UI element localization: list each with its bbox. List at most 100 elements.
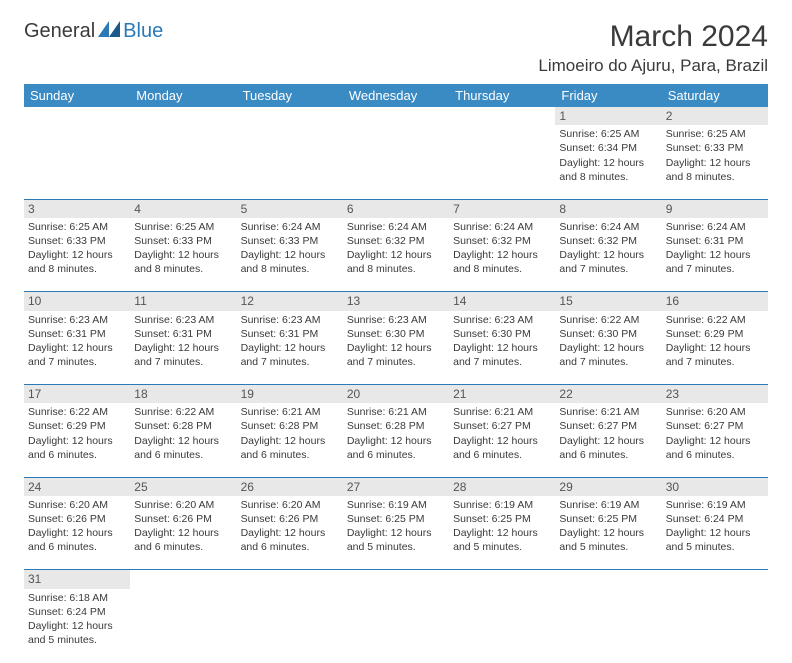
daylight-text: Daylight: 12 hours and 7 minutes. [559, 341, 657, 369]
day-cell: Sunrise: 6:19 AMSunset: 6:25 PMDaylight:… [555, 496, 661, 570]
header: GeneralBlue March 2024 [24, 20, 768, 54]
daynum-row: 3456789 [24, 199, 768, 218]
daynum-row: 24252627282930 [24, 477, 768, 496]
day-number: 2 [662, 107, 768, 125]
sunset-text: Sunset: 6:28 PM [347, 419, 445, 433]
day-cell [343, 125, 449, 199]
day-number: 18 [130, 385, 236, 404]
sunset-text: Sunset: 6:32 PM [453, 234, 551, 248]
day-cell [130, 125, 236, 199]
day-cell: Sunrise: 6:23 AMSunset: 6:30 PMDaylight:… [343, 311, 449, 385]
daylight-text: Daylight: 12 hours and 6 minutes. [453, 434, 551, 462]
day-cell: Sunrise: 6:22 AMSunset: 6:28 PMDaylight:… [130, 403, 236, 477]
day-number: 16 [662, 292, 768, 311]
sunset-text: Sunset: 6:33 PM [28, 234, 126, 248]
daylight-text: Daylight: 12 hours and 6 minutes. [28, 434, 126, 462]
day-number: 30 [662, 477, 768, 496]
logo-icon [98, 20, 120, 43]
sunset-text: Sunset: 6:27 PM [559, 419, 657, 433]
daylight-text: Daylight: 12 hours and 6 minutes. [241, 434, 339, 462]
day-cell: Sunrise: 6:21 AMSunset: 6:28 PMDaylight:… [343, 403, 449, 477]
sunrise-text: Sunrise: 6:22 AM [559, 313, 657, 327]
day-number [237, 107, 343, 125]
day-cell: Sunrise: 6:23 AMSunset: 6:31 PMDaylight:… [24, 311, 130, 385]
day-number [343, 107, 449, 125]
day-number: 3 [24, 199, 130, 218]
day-number: 23 [662, 385, 768, 404]
day-number: 31 [24, 570, 130, 589]
sunrise-text: Sunrise: 6:25 AM [134, 220, 232, 234]
sunset-text: Sunset: 6:33 PM [134, 234, 232, 248]
sunrise-text: Sunrise: 6:24 AM [453, 220, 551, 234]
day-cell: Sunrise: 6:25 AMSunset: 6:33 PMDaylight:… [662, 125, 768, 199]
day-number: 26 [237, 477, 343, 496]
sunset-text: Sunset: 6:31 PM [28, 327, 126, 341]
calendar-body: 12Sunrise: 6:25 AMSunset: 6:34 PMDayligh… [24, 107, 768, 663]
daylight-text: Daylight: 12 hours and 5 minutes. [453, 526, 551, 554]
day-header: Saturday [662, 84, 768, 107]
day-cell [449, 125, 555, 199]
daylight-text: Daylight: 12 hours and 5 minutes. [28, 619, 126, 647]
day-number: 20 [343, 385, 449, 404]
day-header: Tuesday [237, 84, 343, 107]
day-cell: Sunrise: 6:21 AMSunset: 6:27 PMDaylight:… [555, 403, 661, 477]
day-number: 9 [662, 199, 768, 218]
sunset-text: Sunset: 6:26 PM [241, 512, 339, 526]
day-number: 17 [24, 385, 130, 404]
day-number [343, 570, 449, 589]
sunrise-text: Sunrise: 6:20 AM [134, 498, 232, 512]
day-number [555, 570, 661, 589]
day-number [24, 107, 130, 125]
daynum-row: 31 [24, 570, 768, 589]
day-cell: Sunrise: 6:19 AMSunset: 6:24 PMDaylight:… [662, 496, 768, 570]
daylight-text: Daylight: 12 hours and 6 minutes. [134, 526, 232, 554]
sunrise-text: Sunrise: 6:19 AM [666, 498, 764, 512]
day-cell: Sunrise: 6:24 AMSunset: 6:33 PMDaylight:… [237, 218, 343, 292]
day-number: 4 [130, 199, 236, 218]
daylight-text: Daylight: 12 hours and 6 minutes. [666, 434, 764, 462]
day-cell: Sunrise: 6:23 AMSunset: 6:31 PMDaylight:… [130, 311, 236, 385]
sunrise-text: Sunrise: 6:25 AM [666, 127, 764, 141]
day-number: 15 [555, 292, 661, 311]
day-cell [555, 589, 661, 663]
daylight-text: Daylight: 12 hours and 8 minutes. [666, 156, 764, 184]
sunrise-text: Sunrise: 6:19 AM [453, 498, 551, 512]
week-row: Sunrise: 6:18 AMSunset: 6:24 PMDaylight:… [24, 589, 768, 663]
sunrise-text: Sunrise: 6:24 AM [347, 220, 445, 234]
day-number: 29 [555, 477, 661, 496]
daynum-row: 10111213141516 [24, 292, 768, 311]
daylight-text: Daylight: 12 hours and 8 minutes. [28, 248, 126, 276]
day-cell [449, 589, 555, 663]
sunrise-text: Sunrise: 6:20 AM [28, 498, 126, 512]
day-header: Wednesday [343, 84, 449, 107]
logo-text-2: Blue [123, 20, 163, 43]
location-text: Limoeiro do Ajuru, Para, Brazil [24, 56, 768, 76]
sunrise-text: Sunrise: 6:18 AM [28, 591, 126, 605]
sunset-text: Sunset: 6:32 PM [559, 234, 657, 248]
sunset-text: Sunset: 6:33 PM [241, 234, 339, 248]
sunset-text: Sunset: 6:30 PM [453, 327, 551, 341]
week-row: Sunrise: 6:22 AMSunset: 6:29 PMDaylight:… [24, 403, 768, 477]
daylight-text: Daylight: 12 hours and 5 minutes. [347, 526, 445, 554]
day-number: 28 [449, 477, 555, 496]
day-cell: Sunrise: 6:25 AMSunset: 6:33 PMDaylight:… [130, 218, 236, 292]
daynum-row: 17181920212223 [24, 385, 768, 404]
sunset-text: Sunset: 6:28 PM [241, 419, 339, 433]
day-cell: Sunrise: 6:20 AMSunset: 6:26 PMDaylight:… [130, 496, 236, 570]
week-row: Sunrise: 6:23 AMSunset: 6:31 PMDaylight:… [24, 311, 768, 385]
sunrise-text: Sunrise: 6:20 AM [241, 498, 339, 512]
sunrise-text: Sunrise: 6:21 AM [241, 405, 339, 419]
day-cell: Sunrise: 6:23 AMSunset: 6:31 PMDaylight:… [237, 311, 343, 385]
day-number: 11 [130, 292, 236, 311]
day-cell: Sunrise: 6:21 AMSunset: 6:27 PMDaylight:… [449, 403, 555, 477]
day-number: 25 [130, 477, 236, 496]
week-row: Sunrise: 6:25 AMSunset: 6:33 PMDaylight:… [24, 218, 768, 292]
daylight-text: Daylight: 12 hours and 6 minutes. [134, 434, 232, 462]
day-cell: Sunrise: 6:24 AMSunset: 6:32 PMDaylight:… [343, 218, 449, 292]
sunset-text: Sunset: 6:26 PM [134, 512, 232, 526]
daylight-text: Daylight: 12 hours and 7 minutes. [347, 341, 445, 369]
sunrise-text: Sunrise: 6:21 AM [559, 405, 657, 419]
sunset-text: Sunset: 6:24 PM [666, 512, 764, 526]
day-header: Monday [130, 84, 236, 107]
sunset-text: Sunset: 6:31 PM [241, 327, 339, 341]
